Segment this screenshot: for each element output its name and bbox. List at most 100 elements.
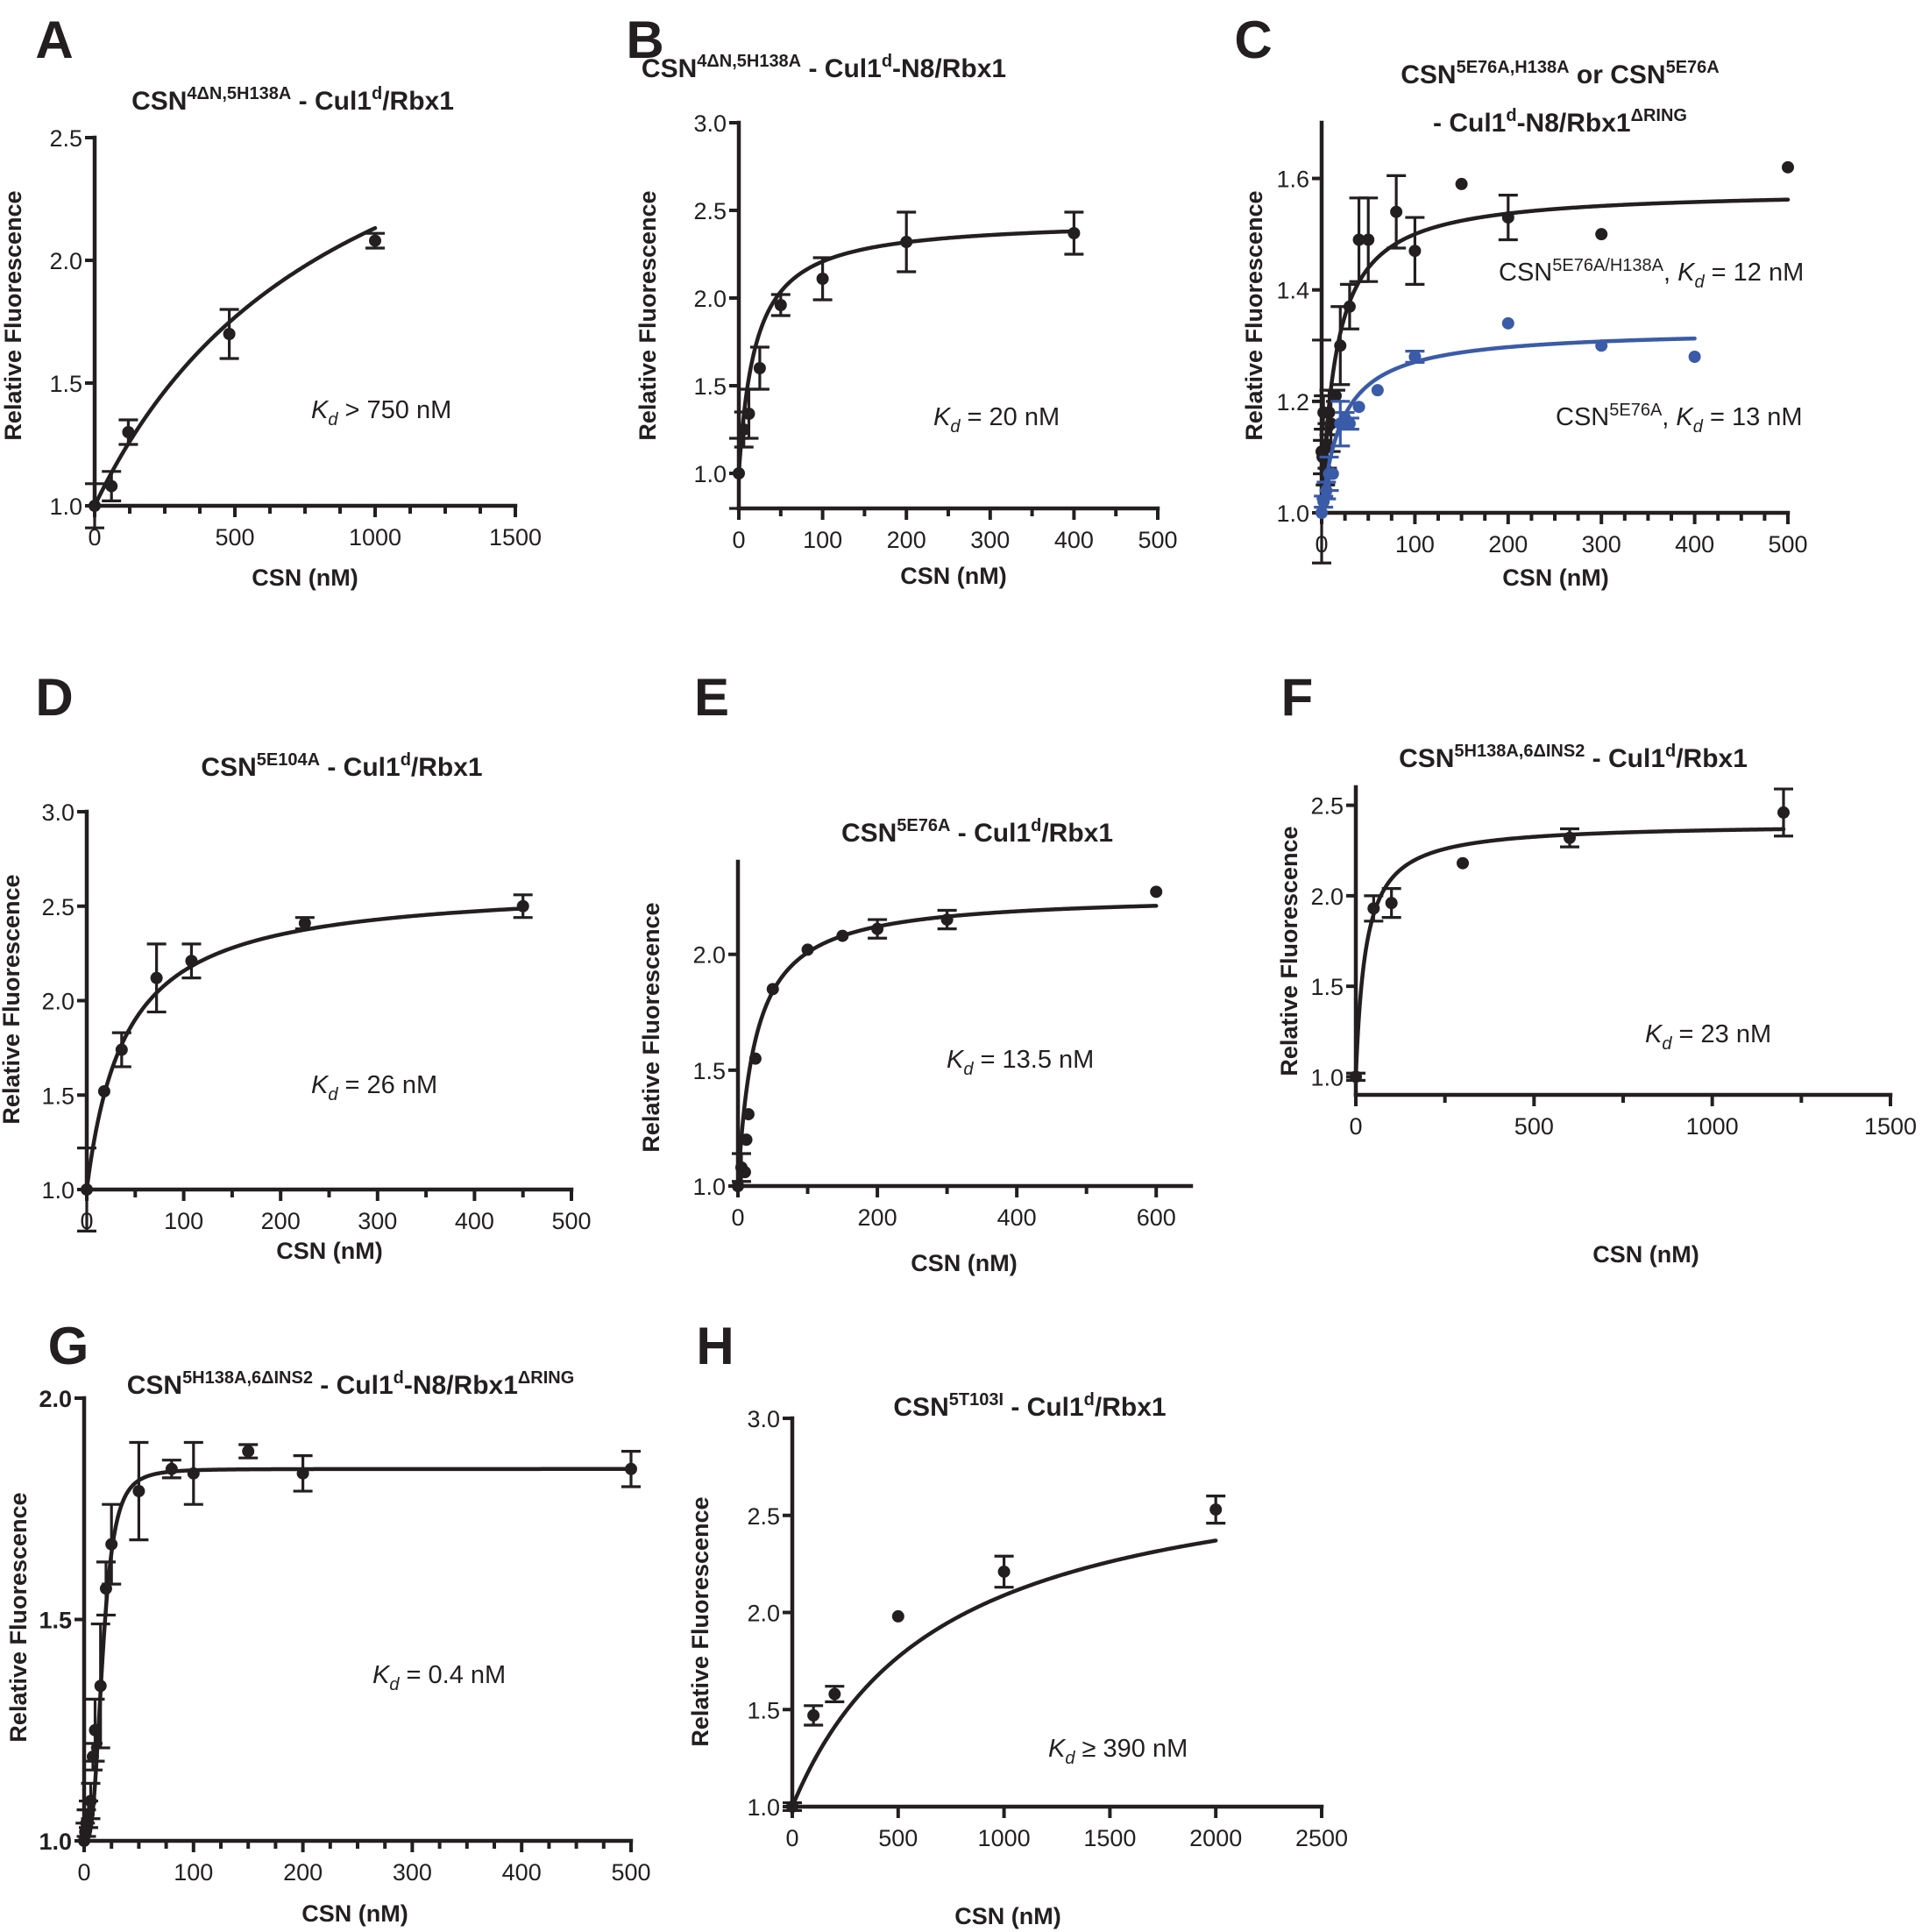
data-point xyxy=(741,1108,755,1121)
x-tick-label: 100 xyxy=(174,1859,213,1886)
x-axis-label: CSN (nM) xyxy=(301,1900,408,1927)
kd-symbol: K xyxy=(947,1046,965,1074)
data-point xyxy=(1209,1503,1223,1516)
kd-subscript: d xyxy=(389,1675,400,1694)
title-text: - Cul1 xyxy=(313,1371,394,1400)
chart-title: CSN5T103I - Cul1d/Rbx1 xyxy=(893,1390,1166,1422)
x-tick-label: 400 xyxy=(1675,531,1714,558)
title-text: - Cul1 xyxy=(291,87,372,116)
y-tick-label: 1.0 xyxy=(747,1794,780,1821)
kd-annotation: CSN5E76A/H138A, Kd = 12 nM xyxy=(1499,256,1804,292)
x-tick-label: 300 xyxy=(358,1208,397,1234)
title-text: -N8/Rbx1 xyxy=(404,1371,518,1400)
series-0 xyxy=(77,893,533,1233)
y-tick-label: 1.0 xyxy=(41,1177,74,1204)
chart-title: CSN4ΔN,5H138A - Cul1d/Rbx1 xyxy=(131,84,454,116)
annotation-value: ≥ 390 nM xyxy=(1074,1735,1188,1763)
x-tick-label: 0 xyxy=(77,1859,90,1886)
title-text: - Cul1 xyxy=(1004,1393,1084,1422)
data-point xyxy=(1501,211,1514,224)
data-point xyxy=(1367,902,1380,915)
data-point xyxy=(1343,417,1356,430)
y-tick-label: 3.0 xyxy=(41,799,74,826)
data-point xyxy=(816,273,829,285)
x-tick-label: 400 xyxy=(1054,527,1094,553)
data-point xyxy=(786,1801,798,1813)
kd-subscript: d xyxy=(1694,273,1705,292)
panel-letter: B xyxy=(626,11,663,69)
y-axis-label: Relative Fluorescence xyxy=(5,1492,32,1742)
data-point xyxy=(89,500,101,512)
chart-title: CSN5E76A - Cul1d/Rbx1 xyxy=(841,816,1113,848)
series-0 xyxy=(783,1494,1226,1813)
x-axis-label: CSN (nM) xyxy=(276,1238,382,1264)
annotation-value: = 0.4 nM xyxy=(399,1661,506,1689)
data-point xyxy=(1408,351,1422,363)
data-point xyxy=(1501,316,1514,330)
y-tick-label: 2.0 xyxy=(39,1386,72,1412)
x-tick-label: 1500 xyxy=(1083,1825,1136,1851)
series-0 xyxy=(1346,787,1793,1083)
y-tick-label: 2.0 xyxy=(41,989,74,1015)
chart-title: CSN5E76A,H138A or CSN5E76A xyxy=(1401,58,1719,89)
title-superscript: 5E104A xyxy=(257,750,320,770)
x-tick-label: 300 xyxy=(970,527,1010,553)
data-point xyxy=(1067,227,1081,239)
panel-letter: A xyxy=(35,11,73,69)
data-point xyxy=(97,1084,110,1097)
title-superscript: 5H138A,6ΔINS2 xyxy=(182,1368,313,1388)
y-tick-label: 1.5 xyxy=(39,1608,72,1634)
y-tick-label: 1.2 xyxy=(1276,389,1309,416)
title-superscript: 4ΔN,5H138A xyxy=(187,84,291,103)
annotation-value: > 750 nM xyxy=(337,396,451,424)
data-point xyxy=(1457,856,1469,870)
y-tick-label: 2.0 xyxy=(747,1601,780,1627)
title-superscript: d xyxy=(1665,742,1676,761)
title-superscript: 5H138A,6ΔINS2 xyxy=(1454,742,1585,761)
y-tick-label: 1.5 xyxy=(1310,974,1344,1000)
title-text: /Rbx1 xyxy=(1095,1393,1167,1422)
panel-letter: C xyxy=(1234,11,1272,69)
chart-title: CSN5E104A - Cul1d/Rbx1 xyxy=(201,750,482,782)
fit-curve xyxy=(1319,197,1791,515)
fit-curve xyxy=(790,1538,1218,1809)
panel-letter: F xyxy=(1281,668,1314,727)
data-point xyxy=(516,899,529,913)
kd-symbol: K xyxy=(311,396,330,424)
data-point xyxy=(1334,339,1347,352)
title-text: CSN xyxy=(642,54,697,83)
annotation-value: = 23 nM xyxy=(1671,1020,1771,1048)
y-tick-label: 1.0 xyxy=(692,1174,726,1200)
y-tick-label: 1.5 xyxy=(693,373,727,400)
data-point xyxy=(115,1043,128,1056)
y-axis-label: Relative Fluorescence xyxy=(635,190,661,440)
fit-curve xyxy=(84,906,525,1192)
title-text: CSN xyxy=(841,819,897,848)
y-axis-label: Relative Fluorescence xyxy=(0,190,26,440)
x-tick-label: 100 xyxy=(803,527,842,553)
x-tick-label: 200 xyxy=(1488,531,1528,558)
data-point xyxy=(891,1609,904,1623)
title-superscript: 5E76A xyxy=(1666,58,1720,77)
x-tick-label: 100 xyxy=(164,1208,203,1234)
y-tick-label: 2.0 xyxy=(692,942,726,969)
data-point xyxy=(1316,507,1328,519)
y-tick-label: 1.5 xyxy=(747,1697,780,1723)
data-point xyxy=(1150,885,1163,899)
x-tick-label: 200 xyxy=(887,527,926,553)
data-point xyxy=(1564,831,1576,844)
x-tick-label: 300 xyxy=(393,1859,432,1886)
x-tick-label: 500 xyxy=(878,1825,918,1851)
x-tick-label: 500 xyxy=(1138,527,1177,553)
data-point xyxy=(1326,467,1339,480)
kd-symbol: K xyxy=(1645,1020,1663,1048)
data-point xyxy=(1408,245,1422,258)
panel-letter: E xyxy=(694,668,729,727)
title-text: - Cul1 xyxy=(320,753,401,782)
data-point xyxy=(1782,160,1794,174)
data-point xyxy=(150,971,163,984)
data-point xyxy=(1777,806,1790,819)
y-tick-label: 1.0 xyxy=(39,1829,72,1855)
